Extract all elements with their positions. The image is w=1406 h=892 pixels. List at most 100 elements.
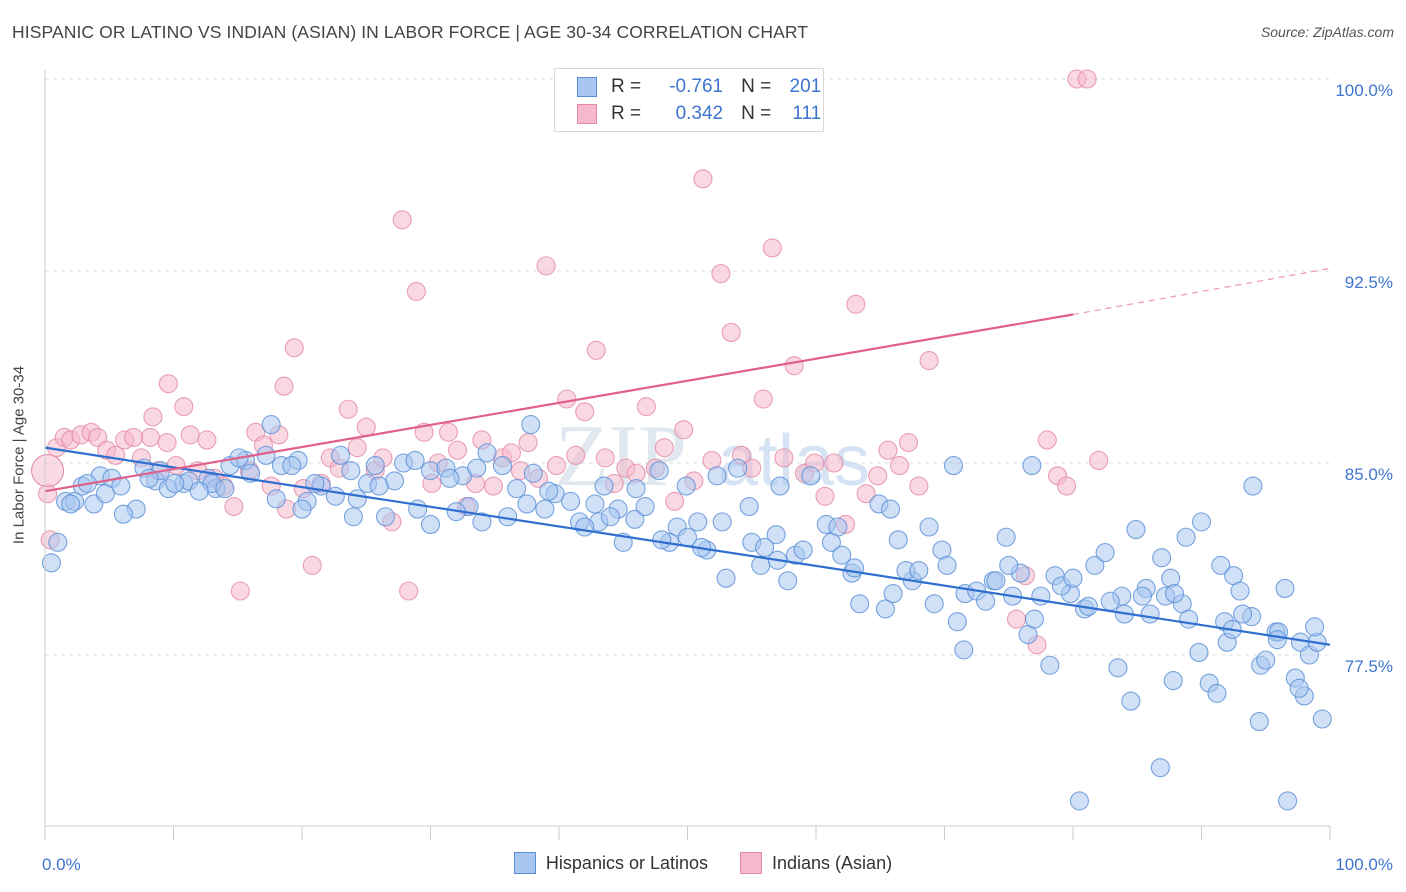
hispanic-point [778, 571, 798, 591]
indian-point [1037, 430, 1057, 450]
indian-point [140, 427, 160, 447]
indian-point [338, 399, 358, 419]
hispanic-point [369, 476, 389, 496]
hispanic-point [1163, 671, 1183, 691]
hispanic-point [766, 525, 786, 545]
hispanic-point [801, 466, 821, 486]
y-tick-label: 100.0% [1335, 81, 1393, 100]
hispanic-point [888, 530, 908, 550]
y-tick-label: 92.5% [1345, 273, 1393, 292]
hispanic-point [292, 499, 312, 519]
hispanic-point [325, 486, 345, 506]
legend-n-value: 201 [789, 76, 822, 97]
hispanic-point [1140, 604, 1160, 624]
hispanic-point [770, 476, 790, 496]
indian-point [197, 430, 217, 450]
indian-point [784, 356, 804, 376]
hispanic-point [1069, 791, 1089, 811]
hispanic-point [1121, 691, 1141, 711]
legend-item-hispanic[interactable]: Hispanics or Latinos [513, 852, 708, 874]
indian-point [347, 438, 367, 458]
indian-point [711, 264, 731, 284]
hispanic-point [649, 461, 669, 481]
x-tick-label: 100.0% [1335, 855, 1393, 874]
indian-point [158, 374, 178, 394]
hispanic-point [635, 496, 655, 517]
hispanic-point [1230, 581, 1250, 601]
hispanic-point [535, 499, 555, 519]
indian-point [284, 338, 304, 358]
source-credit: Source: ZipAtlas.com [1260, 24, 1394, 40]
indian-point [274, 376, 294, 396]
hispanic-point [924, 594, 944, 614]
legend-swatch-indian [740, 852, 763, 874]
indian-point [557, 389, 577, 409]
hispanic-point [947, 612, 967, 632]
legend-item-indian[interactable]: Indians (Asian) [740, 852, 892, 874]
hispanic-point [472, 512, 492, 532]
hispanic-point [266, 489, 286, 509]
hispanic-point [677, 527, 698, 547]
hispanic-point [625, 509, 645, 529]
indian-point [898, 432, 919, 453]
hispanic-point [1211, 555, 1231, 575]
hispanic-point [48, 532, 68, 552]
hispanic-point [1278, 791, 1298, 811]
gridlines [45, 78, 1330, 656]
indian-point [124, 427, 144, 447]
hispanic-point [405, 450, 425, 470]
hispanic-point [943, 456, 964, 476]
indian-point [302, 555, 322, 575]
indian-point [447, 440, 468, 460]
hispanic-point [728, 458, 748, 478]
chart-title: HISPANIC OR LATINO VS INDIAN (ASIAN) IN … [12, 22, 809, 42]
hispanic-point [41, 553, 61, 573]
hispanic-point [1207, 683, 1227, 703]
indian-point [546, 456, 566, 476]
hispanic-point [1289, 678, 1309, 698]
hispanic-point [343, 507, 363, 527]
hispanic-point [880, 499, 901, 519]
hispanic-point [1126, 520, 1146, 540]
hispanic-point [165, 473, 185, 494]
indian-point [856, 484, 876, 504]
indian-point [174, 397, 194, 417]
hispanic-point [1189, 642, 1209, 662]
hispanic-point [1191, 512, 1212, 532]
legend-n-label: N = [741, 103, 772, 124]
hispanic-point [976, 591, 996, 611]
hispanic-point [999, 555, 1019, 575]
hispanic-point [793, 540, 813, 560]
hispanic-point [739, 496, 759, 517]
indian-point [693, 169, 713, 189]
y-tick-label: 85.0% [1345, 465, 1393, 484]
hispanic-point [1179, 609, 1199, 629]
indian-point [406, 281, 426, 302]
indian-point [868, 466, 888, 486]
legend-r-value: 0.342 [675, 103, 724, 124]
hispanic-point [521, 415, 541, 435]
hispanic-point [755, 537, 775, 558]
data-points [31, 69, 1332, 811]
indian-point [180, 425, 200, 445]
hispanic-point [875, 599, 895, 619]
indian-point [230, 581, 250, 601]
indian-point [909, 476, 929, 496]
indian-point [774, 448, 794, 468]
indian-point [38, 484, 58, 504]
hispanic-point [492, 456, 513, 476]
indian-point [392, 210, 412, 230]
hispanic-point [95, 484, 115, 504]
hispanic-point [1312, 709, 1332, 729]
indian-point [586, 340, 606, 360]
hispanic-point [1243, 476, 1263, 496]
indian-point [31, 454, 65, 488]
hispanic-point [561, 491, 581, 511]
indian-point [889, 456, 910, 476]
hispanic-point [1063, 568, 1083, 588]
indian-point [595, 448, 615, 468]
indian-point [654, 438, 674, 458]
indian-point [224, 496, 244, 517]
indian-point [919, 351, 939, 371]
